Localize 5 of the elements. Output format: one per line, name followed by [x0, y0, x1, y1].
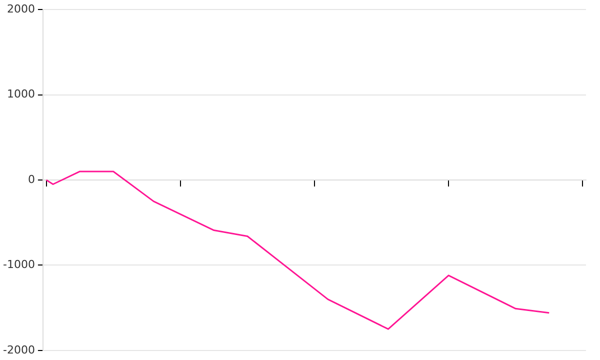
y-tick-label: 2000: [6, 2, 35, 16]
y-tick-label: -1000: [2, 258, 35, 272]
y-tick-label: 1000: [6, 88, 35, 101]
y-tick-label: -2000: [2, 343, 35, 356]
y-tick-label: 0: [28, 172, 35, 186]
